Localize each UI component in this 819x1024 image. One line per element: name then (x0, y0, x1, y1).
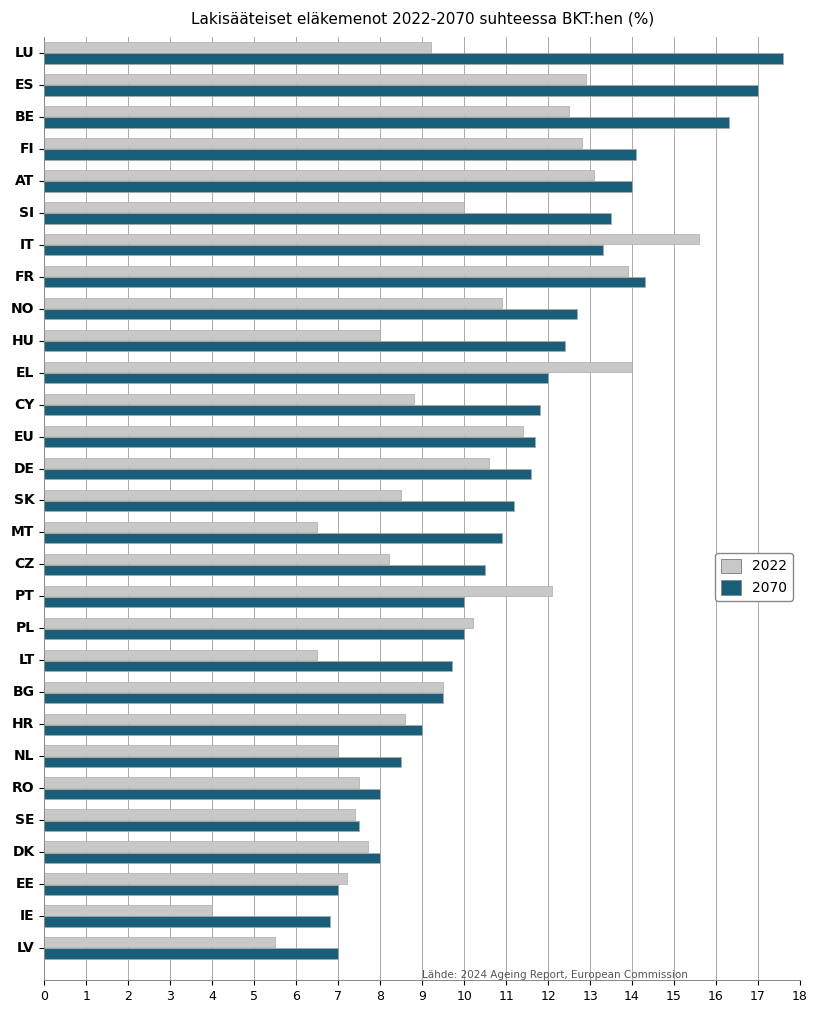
Bar (44, 266, 628, 276)
Bar (44, 565, 485, 575)
Bar (44, 692, 443, 702)
Bar (44, 522, 317, 531)
Bar (44, 213, 611, 223)
Bar (44, 42, 431, 52)
Bar (44, 181, 632, 191)
Text: Lähde: 2024 Ageing Report, European Commission: Lähde: 2024 Ageing Report, European Comm… (422, 970, 688, 980)
Bar (44, 948, 338, 958)
Bar (44, 905, 212, 915)
Bar (44, 202, 464, 212)
Bar (44, 649, 317, 659)
Bar (44, 341, 565, 351)
Bar (44, 554, 388, 564)
Bar (44, 745, 338, 756)
Bar (44, 489, 401, 500)
Bar (44, 458, 489, 468)
Bar (44, 330, 380, 340)
Bar (44, 234, 699, 245)
Title: Lakisääteiset eläkemenot 2022-2070 suhteessa BKT:hen (%): Lakisääteiset eläkemenot 2022-2070 suhte… (191, 11, 654, 26)
Bar (44, 725, 422, 735)
Bar (44, 597, 464, 607)
Bar (44, 885, 338, 895)
Bar (44, 361, 632, 372)
Bar (44, 788, 380, 799)
Bar (44, 501, 514, 511)
Bar (44, 53, 783, 63)
Bar (44, 118, 729, 128)
Bar (44, 842, 368, 852)
Bar (44, 394, 414, 404)
Bar (44, 937, 275, 947)
Bar (44, 714, 405, 724)
Bar (44, 170, 595, 180)
Bar (44, 106, 569, 117)
Bar (44, 532, 502, 543)
Bar (44, 820, 360, 830)
Bar (44, 777, 360, 787)
Bar (44, 437, 536, 447)
Bar (44, 660, 451, 671)
Bar (44, 278, 645, 288)
Bar (44, 682, 443, 692)
Bar (44, 406, 540, 416)
Legend: 2022, 2070: 2022, 2070 (715, 553, 793, 601)
Bar (44, 74, 586, 84)
Bar (44, 873, 346, 884)
Bar (44, 150, 636, 160)
Bar (44, 916, 330, 927)
Bar (44, 138, 581, 148)
Bar (44, 373, 548, 383)
Bar (44, 245, 603, 255)
Bar (44, 809, 355, 819)
Bar (44, 617, 473, 628)
Bar (44, 85, 758, 95)
Bar (44, 586, 552, 596)
Bar (44, 469, 532, 479)
Bar (44, 309, 577, 319)
Bar (44, 298, 502, 308)
Bar (44, 629, 464, 639)
Bar (44, 757, 401, 767)
Bar (44, 853, 380, 863)
Bar (44, 426, 523, 436)
